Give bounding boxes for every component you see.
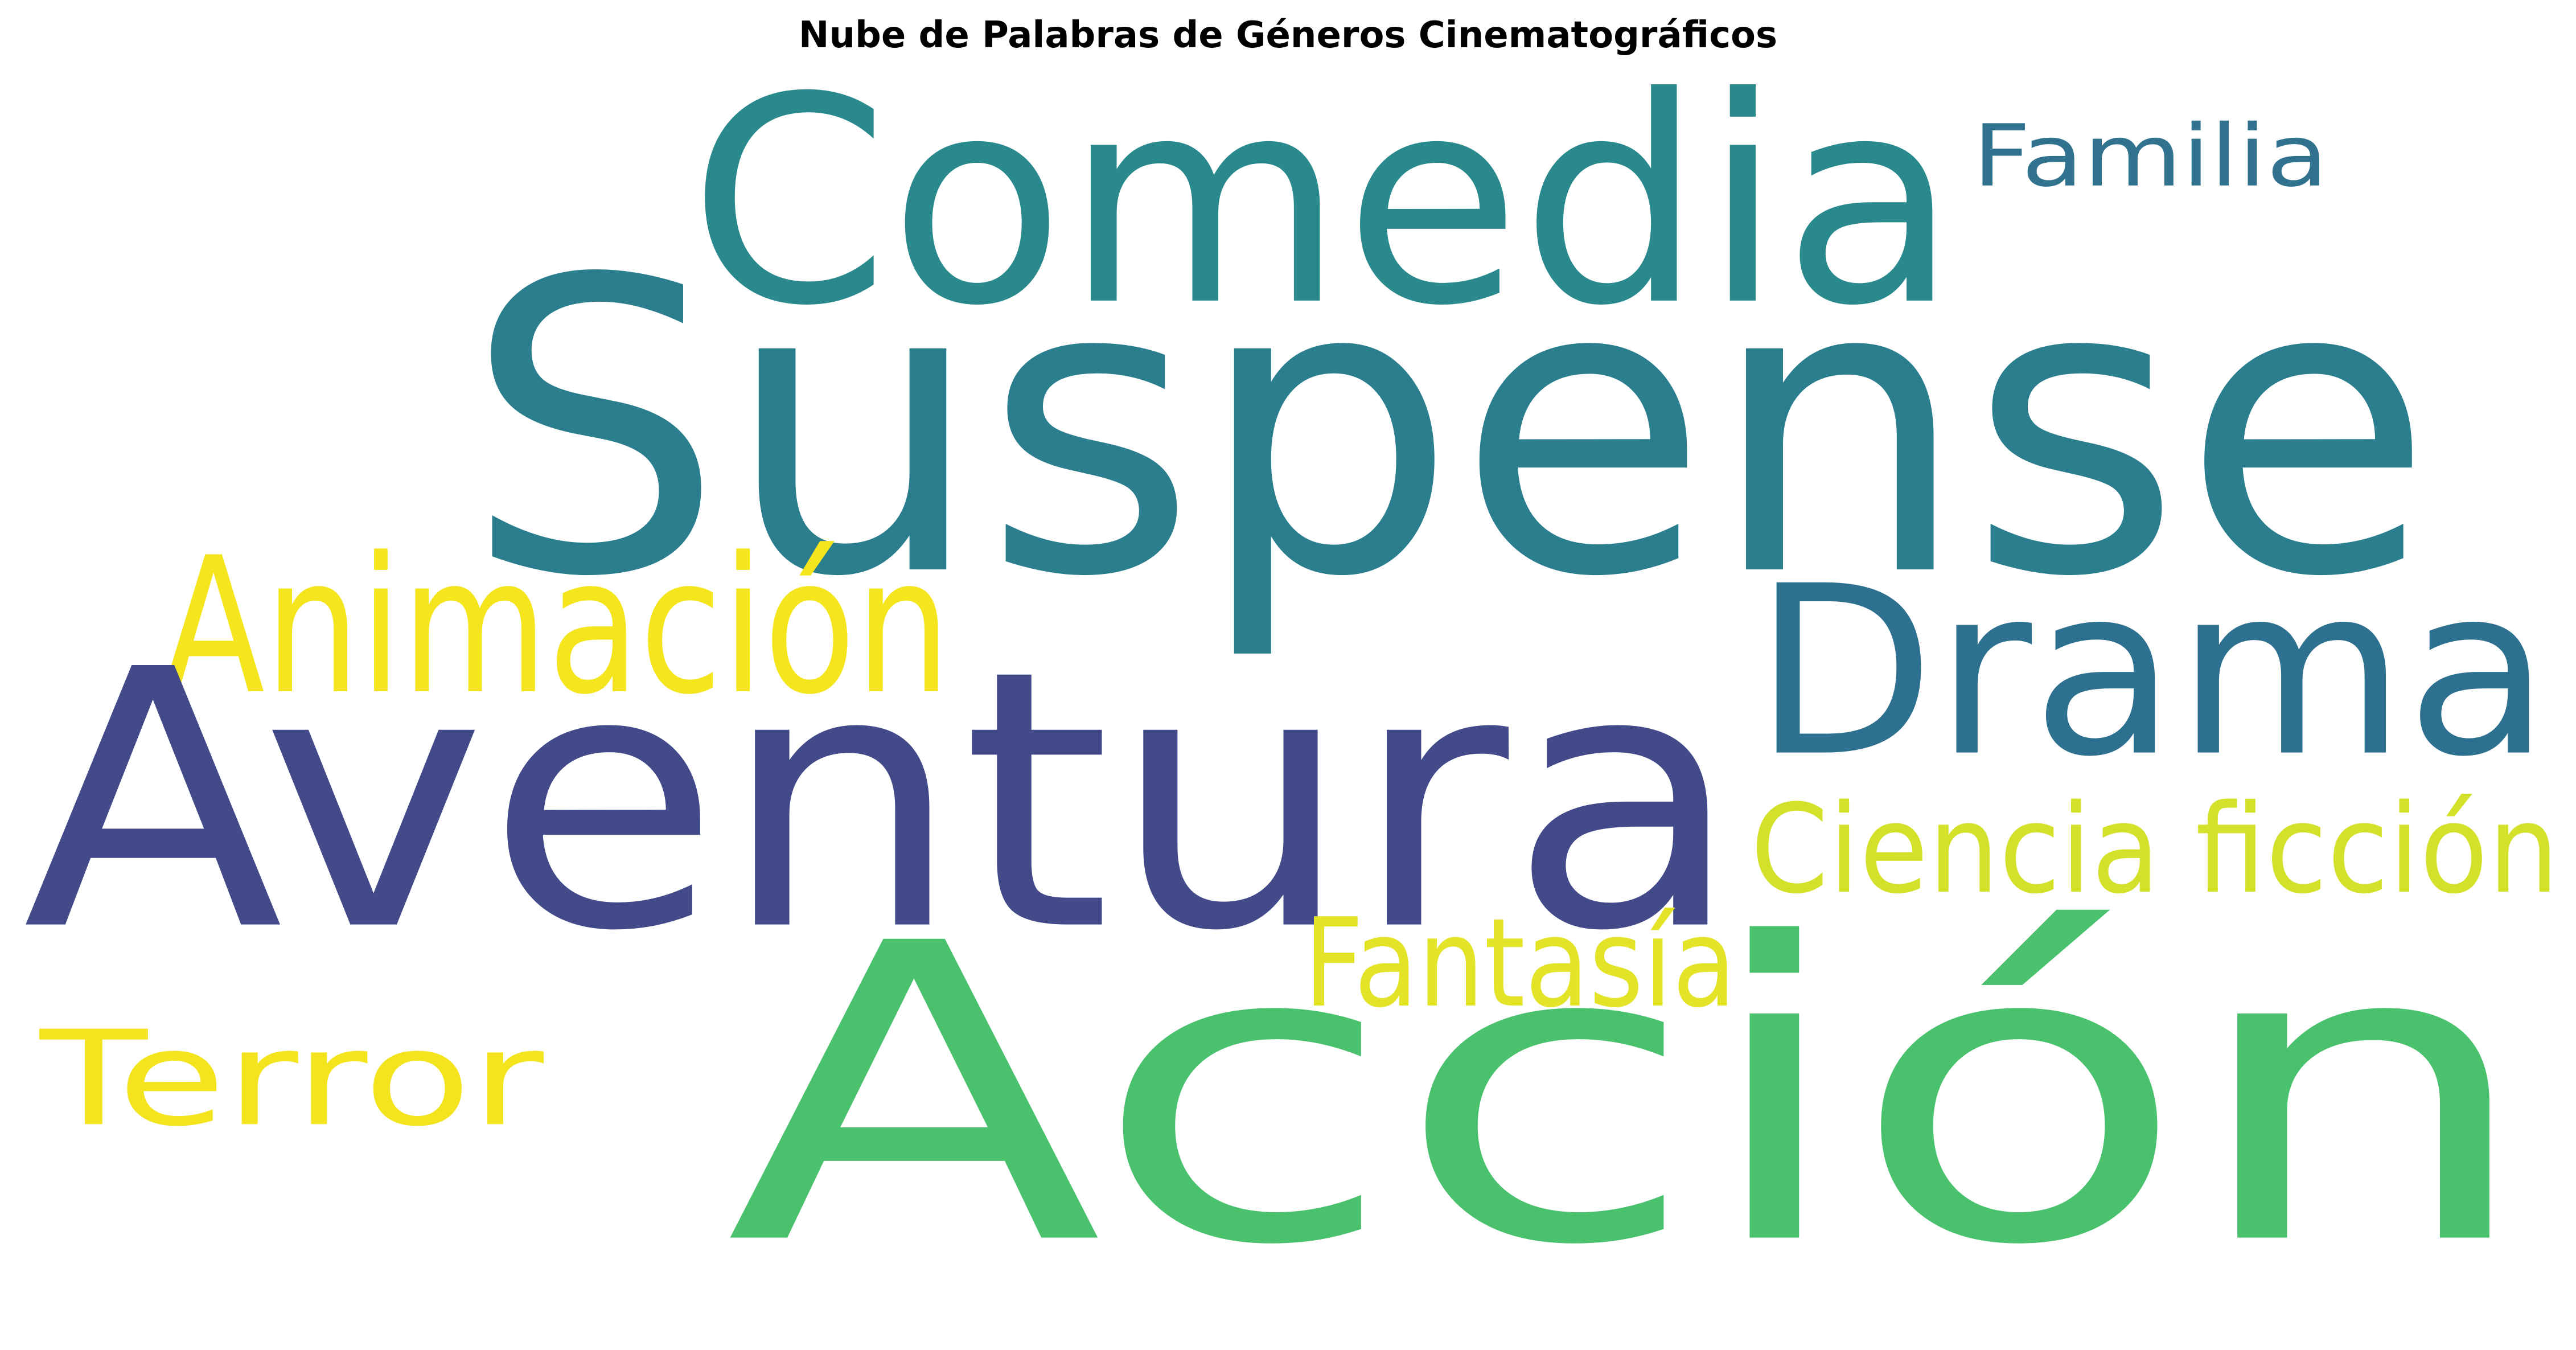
figure-title: Nube de Palabras de Géneros Cinematográf…	[798, 14, 1778, 56]
word-ciencia-ficcion: Ciencia ficción	[1751, 778, 2559, 921]
word-suspense: Suspense	[464, 194, 2434, 665]
word-familia: Familia	[1973, 106, 2328, 206]
word-fantasia: Fantasía	[1304, 892, 1737, 1035]
word-drama: Drama	[1753, 535, 2551, 808]
word-aventura: Aventura	[23, 594, 1743, 1009]
word-terror: Terror	[40, 1002, 544, 1155]
word-animacion: Animación	[162, 516, 951, 736]
word-accion: Acción	[726, 857, 2537, 1335]
word-comedia: Comedia	[689, 36, 1959, 368]
